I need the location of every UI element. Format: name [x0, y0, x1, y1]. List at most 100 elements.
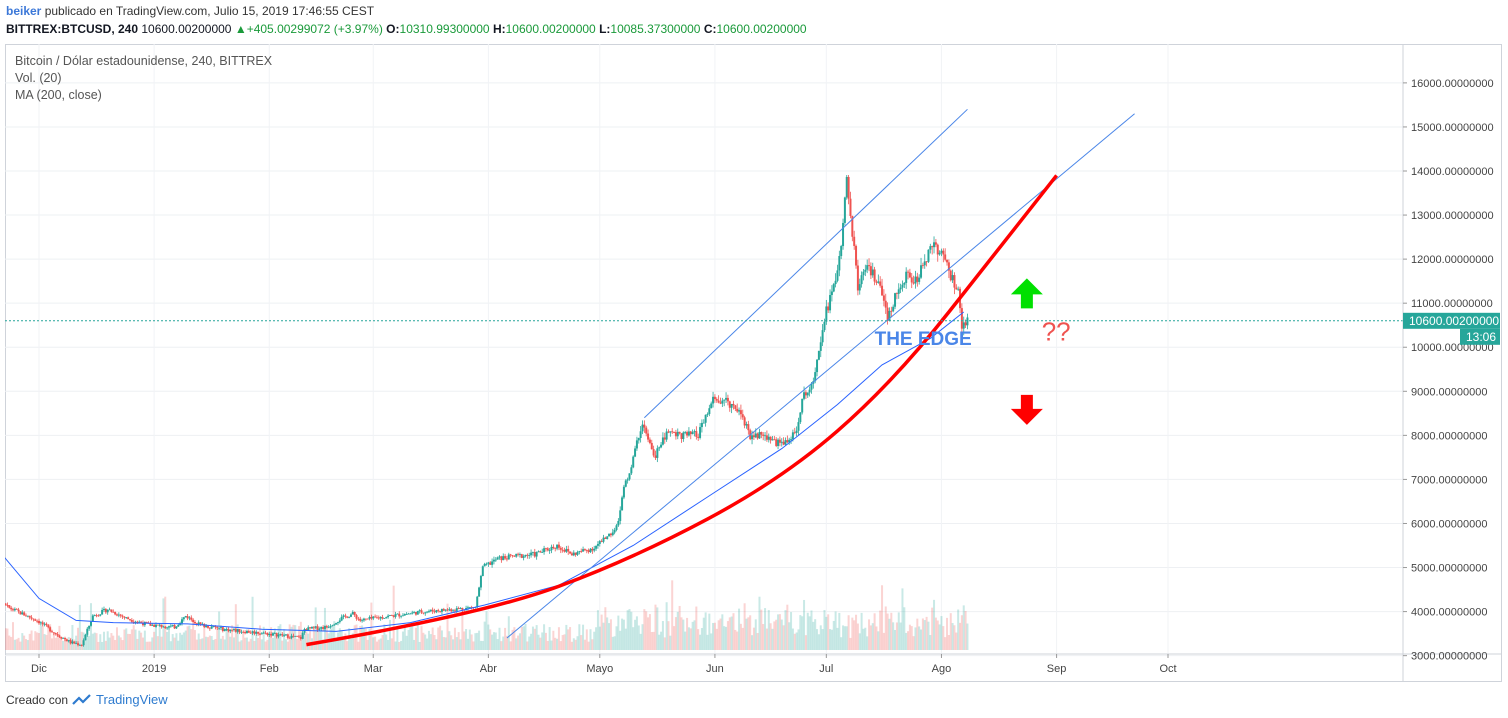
candle-body — [695, 431, 698, 437]
volume-bar — [123, 629, 126, 650]
volume-bar — [509, 641, 512, 650]
volume-bar — [940, 616, 943, 650]
x-axis[interactable]: Dic 2019 Feb Mar Abr Mayo Jun Jul Ago Sep Oct — [31, 654, 1177, 675]
candle-body — [665, 431, 668, 440]
volume-bar — [908, 624, 911, 650]
candle-body — [595, 545, 598, 549]
volume-bar — [108, 637, 111, 650]
candle-body — [413, 611, 416, 613]
volume-bar — [788, 622, 791, 650]
candle-body — [834, 280, 837, 285]
candle-body — [630, 467, 633, 474]
candle-body — [219, 627, 222, 628]
volume-bar — [869, 625, 872, 650]
y-tick-label: 11000.00000000 — [1411, 298, 1493, 310]
volume-bar — [795, 632, 798, 650]
volume-bar — [245, 637, 248, 650]
volume-bar — [611, 636, 614, 650]
author-link[interactable]: beiker — [6, 4, 42, 18]
candle-body — [431, 609, 434, 612]
volume-bar — [242, 633, 245, 650]
candle-body — [548, 550, 551, 551]
candle-body — [648, 439, 651, 443]
candle-body — [268, 633, 271, 635]
candle-body — [871, 269, 874, 276]
candle-body — [277, 634, 280, 637]
candle-body — [264, 632, 267, 634]
volume-bar — [398, 641, 401, 650]
volume-bar — [190, 629, 193, 650]
volume-bar — [641, 624, 644, 650]
candle-body — [387, 615, 390, 618]
volume-bar — [934, 617, 937, 650]
volume-bar — [8, 635, 11, 650]
candle-body — [166, 627, 169, 629]
edge-annotation: THE EDGE — [875, 329, 972, 350]
candle-body — [158, 624, 161, 626]
candle-body — [513, 555, 516, 557]
volume-bar — [91, 633, 94, 650]
volume-bar — [405, 635, 408, 650]
volume-bar — [342, 636, 345, 650]
candle-body — [751, 435, 754, 440]
candle-body — [752, 435, 755, 438]
candle-body — [569, 551, 572, 554]
volume-bar — [520, 626, 523, 650]
volume-bar — [832, 620, 835, 650]
candle-body — [637, 438, 640, 441]
candle-body — [788, 439, 791, 443]
candle-body — [717, 400, 720, 403]
price-chart[interactable]: THE EDGE ?? Bitcoin / Dólar estadouniden… — [0, 44, 1502, 682]
candle-body — [13, 608, 16, 611]
candle-body — [526, 554, 529, 556]
candle-body — [483, 563, 486, 567]
candle-body — [535, 552, 538, 557]
candle-body — [149, 623, 152, 626]
chart-frame[interactable]: THE EDGE ?? Bitcoin / Dólar estadouniden… — [0, 44, 1502, 682]
volume-bar — [429, 634, 432, 650]
volume-bar — [333, 621, 336, 650]
y-tick-label: 3000.00000000 — [1411, 651, 1487, 663]
volume-bar — [485, 611, 488, 650]
volume-bar — [823, 610, 826, 650]
candle-body — [299, 636, 302, 639]
candle-body — [114, 611, 117, 615]
volume-bar — [717, 620, 720, 650]
volume-bar — [539, 637, 542, 650]
volume-bar — [964, 611, 967, 650]
candle-body — [803, 392, 806, 399]
volume-bar — [834, 611, 837, 650]
candle-body — [689, 431, 692, 435]
volume-bar — [26, 640, 29, 650]
volume-bar — [437, 627, 440, 650]
tradingview-link[interactable]: TradingView — [96, 692, 168, 707]
volume-bar — [817, 634, 820, 650]
volume-bar — [478, 630, 481, 650]
candle-body — [229, 629, 232, 632]
volume-bar — [169, 641, 172, 650]
volume-bar — [409, 626, 412, 650]
candle-body — [192, 619, 195, 623]
candle-body — [775, 439, 778, 446]
candle-body — [476, 596, 479, 608]
candle-body — [4, 603, 7, 606]
volume-bar — [960, 615, 963, 650]
volume-bar — [793, 633, 796, 650]
candle-body — [847, 176, 850, 199]
volume-bar — [843, 626, 846, 650]
candle-body — [650, 442, 653, 450]
candle-body — [156, 624, 159, 626]
candle-body — [797, 422, 800, 431]
volume-bar — [864, 627, 867, 650]
candle-body — [669, 431, 672, 433]
volume-bar — [595, 627, 598, 650]
red-parabolic-curve — [306, 174, 1058, 647]
candle-body — [658, 447, 661, 449]
candle-body — [587, 550, 590, 553]
question-annotation: ?? — [1042, 317, 1071, 347]
y-axis[interactable]: 3000.00000000 4000.00000000 5000.00000000 6… — [1403, 78, 1494, 663]
volume-bar — [918, 626, 921, 650]
volume-bar — [307, 633, 310, 650]
volume-bar — [383, 624, 386, 650]
upper-channel-line — [644, 108, 968, 419]
